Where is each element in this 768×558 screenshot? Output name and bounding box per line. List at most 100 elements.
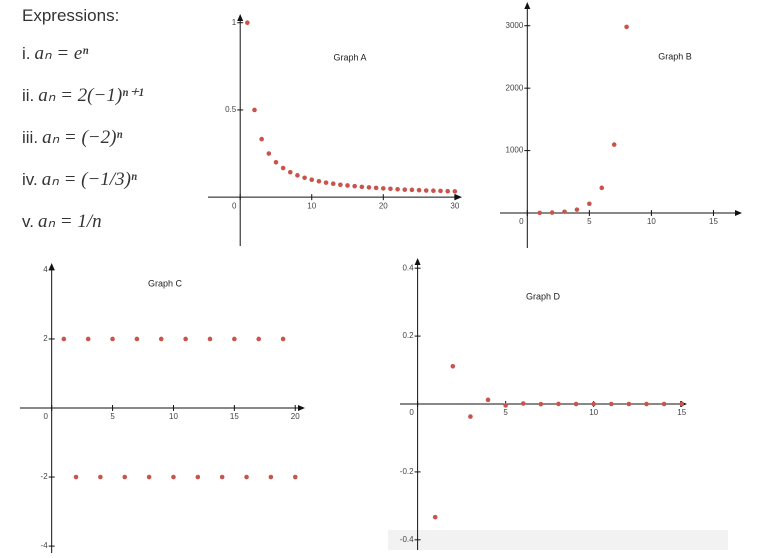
expression-label: i. [22,44,31,63]
x-tick-label: 10 [589,408,598,417]
point [280,165,286,171]
point [219,474,225,480]
point [599,185,605,191]
point [245,20,250,26]
x-tick-label: 5 [503,408,508,417]
point [195,474,201,480]
point [110,336,115,342]
point [445,188,450,194]
point [644,401,649,407]
x-tick-label: 15 [230,412,239,421]
y-tick-label: -0.2 [400,467,414,476]
point [85,336,91,342]
x-tick-label: 15 [709,217,718,226]
expression: i. aₙ = eⁿ [22,42,144,84]
point [256,336,262,342]
point [183,336,188,342]
point [388,186,393,192]
point [98,474,103,480]
y-arrow [414,258,421,265]
y-tick-label: 0.4 [402,263,414,272]
y-arrow [48,263,55,270]
point [485,397,491,403]
x-arrow [298,405,305,411]
y-tick-label: 1000 [506,146,524,155]
x-tick-label: 15 [677,408,686,417]
point [259,136,264,142]
point [134,336,140,342]
point [549,210,555,215]
point [73,474,79,480]
expression: iii. aₙ = (−2)ⁿ [22,126,144,168]
x-tick-label: 0 [409,408,414,417]
point [338,182,343,188]
point [679,401,685,407]
y-tick-label: -2 [41,472,49,481]
point [280,336,286,342]
y-tick-label: -4 [41,541,49,550]
point [295,173,300,178]
point [503,403,508,408]
point [316,178,322,184]
point [468,414,473,419]
point [661,401,667,407]
point [574,207,580,212]
y-tick-label: 2000 [506,83,524,92]
x-tick-label: 10 [647,217,656,226]
y-arrow [237,14,244,21]
point [244,474,249,480]
chart-title: Graph D [526,291,561,301]
point [171,474,176,480]
y-arrow [524,2,531,9]
point [268,474,274,480]
point [450,363,456,369]
point [252,107,257,113]
point [266,151,272,156]
x-tick-label: 0 [43,412,48,421]
point [626,401,632,407]
expression-formula: aₙ = 1/n [37,211,102,232]
point [302,175,307,181]
point [438,188,443,194]
x-tick-label: 20 [379,201,388,210]
x-arrow [455,194,462,201]
point [624,24,629,30]
point [158,336,164,342]
point [416,187,422,193]
expression: iv. aₙ = (−1/3)ⁿ [22,168,144,210]
expression-label: iv. [22,170,38,189]
point [538,401,544,407]
point [395,187,400,192]
point [409,187,415,193]
point [345,183,350,188]
point [61,336,67,342]
point [591,401,596,407]
expression-formula: aₙ = (−1/3)ⁿ [41,169,137,190]
point [608,401,614,407]
point [122,474,128,480]
x-arrow [735,210,742,217]
y-tick-label: 2 [43,334,48,343]
expression: ii. aₙ = 2(−1)ⁿ⁺¹ [22,84,144,126]
point [292,474,298,480]
heading: Expressions: [22,6,120,25]
expression-formula: aₙ = 2(−1)ⁿ⁺¹ [38,85,144,106]
point [287,169,293,175]
point [352,183,357,189]
point [431,188,436,194]
point [366,185,372,190]
y-tick-label: 1 [232,18,237,27]
point [432,514,438,520]
point [146,474,152,480]
point [273,159,279,165]
point [556,401,561,407]
y-tick-label: 3000 [506,21,524,30]
x-tick-label: 5 [587,217,592,226]
x-tick-label: 0 [519,217,524,226]
bg-strip [388,530,728,550]
x-tick-label: 10 [307,201,316,210]
point [520,401,526,406]
point [207,336,213,342]
